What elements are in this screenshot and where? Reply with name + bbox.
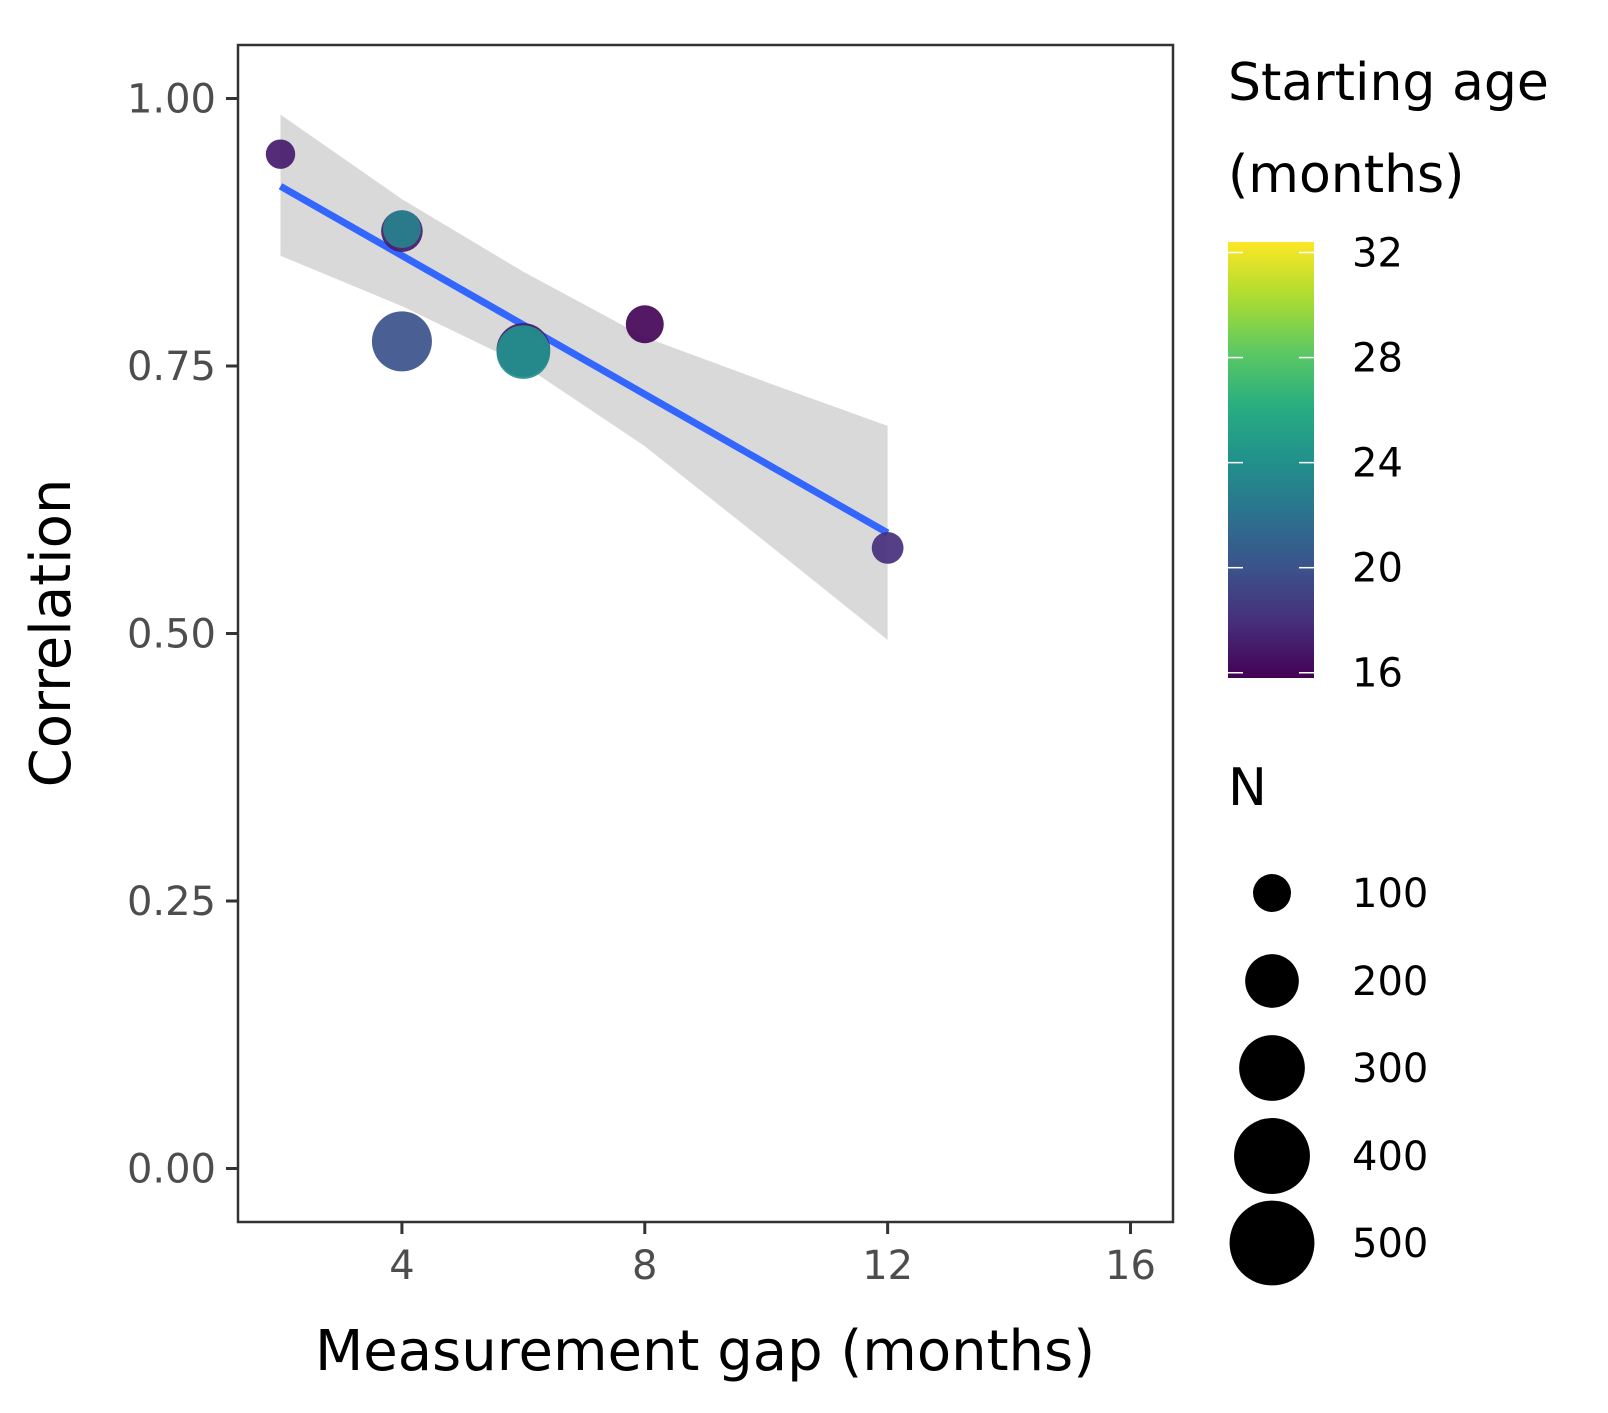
color-bar-label: 16 (1352, 651, 1403, 697)
y-axis-title: Correlation (19, 479, 84, 788)
color-bar-label: 20 (1352, 546, 1403, 592)
size-legend-label: 500 (1352, 1221, 1428, 1267)
size-legend-label: 400 (1352, 1134, 1428, 1180)
x-axis-title: Measurement gap (months) (315, 1319, 1095, 1384)
x-tick-label: 12 (862, 1243, 913, 1289)
size-legend-title: N (1228, 758, 1267, 818)
color-legend-title-line1: Starting age (1228, 53, 1549, 113)
size-legend-label: 100 (1352, 871, 1428, 917)
data-point (625, 305, 664, 344)
y-tick-label: 0.50 (127, 612, 216, 658)
regression-line (278, 183, 890, 536)
y-tick-label: 0.25 (127, 879, 216, 925)
size-legend-label: 200 (1352, 959, 1428, 1005)
color-legend: Starting age (months) 16 20 24 28 32 (1228, 53, 1549, 697)
color-bar-label: 24 (1352, 441, 1403, 487)
size-legend-key (1253, 874, 1291, 912)
y-tick-label: 1.00 (127, 77, 216, 123)
x-tick-label: 8 (632, 1243, 657, 1289)
y-tick-label: 0.00 (127, 1147, 216, 1193)
size-legend: N 100 200 300 400 500 (1228, 758, 1428, 1286)
fit-line-layer (278, 183, 890, 536)
y-tick-label: 0.75 (127, 344, 216, 390)
points-layer (265, 139, 904, 564)
confidence-band-layer (280, 114, 888, 640)
size-legend-items: 100 200 300 400 500 (1229, 871, 1428, 1286)
y-axis: 0.00 0.25 0.50 0.75 1.00 (127, 77, 238, 1193)
color-bar (1228, 242, 1314, 678)
size-legend-key (1229, 1200, 1315, 1286)
data-point (371, 311, 432, 372)
x-axis: 4 8 12 16 (389, 1222, 1156, 1289)
size-legend-key (1245, 954, 1299, 1008)
x-tick-label: 16 (1105, 1243, 1156, 1289)
size-legend-label: 300 (1352, 1046, 1428, 1092)
size-legend-key (1234, 1118, 1310, 1194)
data-point (382, 210, 421, 249)
data-point (496, 325, 551, 379)
color-legend-title-line2: (months) (1228, 145, 1464, 205)
size-legend-key (1239, 1035, 1305, 1101)
data-point (265, 139, 296, 169)
color-bar-label: 28 (1352, 336, 1403, 382)
data-point (871, 532, 904, 564)
color-bar-label: 32 (1352, 231, 1403, 277)
color-bar-ticks: 16 20 24 28 32 (1228, 231, 1403, 697)
confidence-band (280, 114, 888, 640)
x-tick-label: 4 (389, 1243, 414, 1289)
